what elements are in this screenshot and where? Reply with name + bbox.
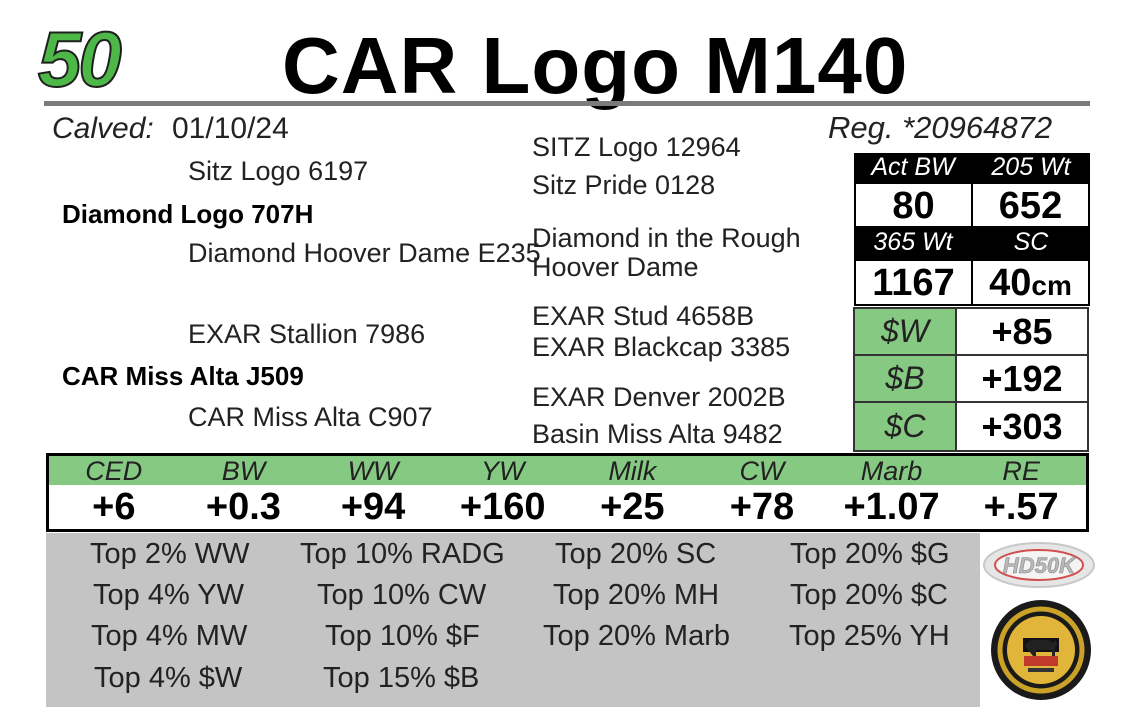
top-percent-item: Top 10% $F (325, 620, 480, 652)
epd-label-marb: Marb (860, 456, 923, 486)
sire: Diamond Logo 707H (62, 199, 314, 229)
epd-value-yw: +160 (459, 486, 546, 528)
act-bw-value: 80 (854, 182, 973, 228)
epd-value-re: +.57 (983, 486, 1059, 528)
sc-value: 40 (989, 262, 1032, 304)
dam-sire: EXAR Stallion 7986 (188, 319, 426, 349)
top-percent-item: Top 20% SC (555, 538, 717, 570)
dam: CAR Miss Alta J509 (62, 361, 304, 391)
epd-value-bw: +0.3 (205, 486, 281, 528)
sire-sire-dam: Sitz Pride 0128 (532, 170, 716, 200)
top-percent-item: Top 20% $C (790, 579, 948, 611)
sire-sire-sire: SITZ Logo 12964 (532, 132, 741, 162)
calved-date: 01/10/24 (172, 112, 289, 145)
wt205-value: 652 (971, 182, 1090, 228)
index-value-w: +85 (955, 307, 1089, 356)
epd-value-row: +6 +0.3 +94 +160 +25 +78 +1.07 +.57 (49, 485, 1086, 529)
top-percent-box: Top 2% WW Top 10% RADG Top 20% SC Top 20… (46, 533, 980, 698)
top-percent-item: Top 20% MH (553, 579, 720, 611)
sc-unit: cm (1031, 270, 1072, 301)
sc-label: SC (972, 228, 1090, 259)
wt365-value: 1167 (854, 259, 973, 306)
epd-table: CED BW WW YW Milk CW Marb RE +6 +0.3 +94… (46, 453, 1089, 532)
epd-label-yw: YW (480, 456, 525, 486)
lot-number: 50 (37, 15, 123, 103)
index-label-c: $C (853, 401, 957, 452)
epd-label-re: RE (1002, 456, 1040, 486)
index-value-c: +303 (955, 401, 1089, 452)
epd-value-marb: +1.07 (843, 486, 940, 528)
angus-seal-graphic (991, 600, 1091, 700)
dam-sire-dam: EXAR Blackcap 3385 (532, 332, 791, 362)
dam-sire-sire: EXAR Stud 4658B (532, 301, 755, 331)
epd-label-bw: BW (221, 456, 266, 486)
top-percent-item: Top 10% CW (317, 579, 487, 611)
header-rule (44, 101, 1090, 106)
dam-dam: CAR Miss Alta C907 (188, 402, 433, 432)
epd-header-row: CED BW WW YW Milk CW Marb RE (49, 456, 1086, 486)
top-percent-item: Top 25% YH (789, 620, 950, 652)
wt205-label: 205 Wt (972, 153, 1090, 182)
epd-label-milk: Milk (608, 456, 657, 486)
sc-value-box: 40cm (971, 259, 1090, 306)
index-value-b: +192 (955, 354, 1089, 403)
top-percent-item: Top 15% $B (323, 662, 480, 694)
epd-label-ced: CED (85, 456, 143, 486)
hd50k-logo-graphic: HD50K (983, 542, 1095, 588)
animal-name: CAR Logo M140 (282, 21, 909, 110)
top-percent-item: Top 20% Marb (543, 620, 730, 652)
wt365-label: 365 Wt (854, 228, 972, 259)
calved-label: Calved: (52, 112, 154, 145)
epd-value-ced: +6 (92, 486, 136, 528)
registration-number: Reg. *20964872 (828, 110, 1053, 145)
sire-dam: Diamond Hoover Dame E235 (188, 238, 541, 268)
dam-dam-sire: EXAR Denver 2002B (532, 382, 786, 412)
sire-sire: Sitz Logo 6197 (188, 156, 369, 186)
dam-dam-dam: Basin Miss Alta 9482 (532, 419, 783, 449)
angus-seal-logo (988, 598, 1094, 702)
hd50k-text: HD50K (1003, 553, 1077, 578)
index-label-w: $W (853, 307, 957, 356)
act-bw-label: Act BW (854, 153, 972, 182)
index-label-b: $B (853, 354, 957, 403)
top-percent-item: Top 4% YW (93, 579, 244, 611)
top-percent-item: Top 2% WW (90, 538, 250, 570)
top-percent-item: Top 10% RADG (300, 538, 505, 570)
sire-dam-sire: Diamond in the Rough (532, 223, 801, 253)
top-percent-item: Top 4% MW (91, 620, 248, 652)
epd-value-milk: +25 (600, 486, 665, 528)
epd-label-cw: CW (739, 456, 785, 486)
top-percent-item: Top 20% $G (790, 538, 950, 570)
epd-value-ww: +94 (340, 486, 406, 528)
hd50k-logo: HD50K (982, 537, 1096, 593)
epd-label-ww: WW (347, 456, 399, 486)
top-percent-item: Top 4% $W (94, 662, 243, 694)
epd-value-cw: +78 (729, 486, 795, 528)
footer-strip (46, 698, 980, 707)
sire-dam-dam: Hoover Dame (532, 252, 699, 282)
